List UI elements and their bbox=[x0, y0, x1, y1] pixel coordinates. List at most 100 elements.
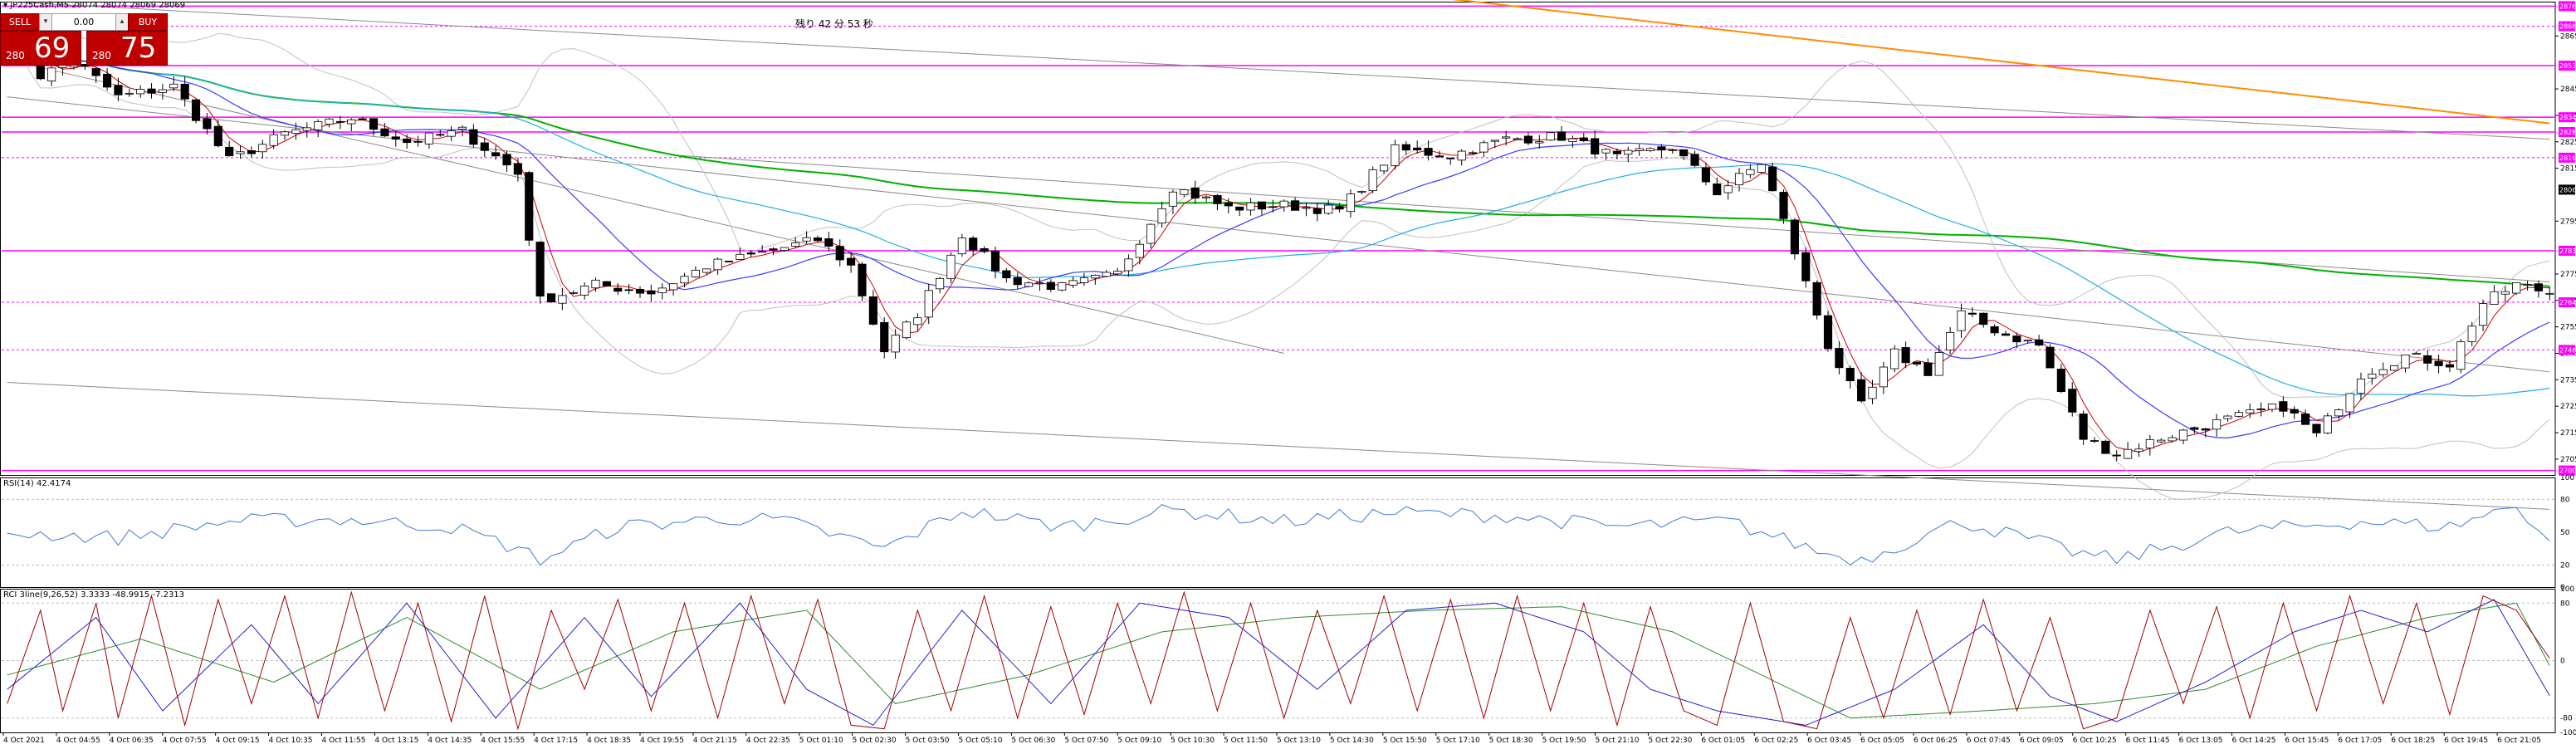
candle-body bbox=[1890, 348, 1899, 370]
price-label-text: 28343 bbox=[2559, 114, 2576, 121]
candle-body bbox=[280, 131, 290, 136]
candle-body bbox=[2323, 415, 2332, 433]
collapse-arrow-icon[interactable]: ▾ bbox=[3, 1, 8, 10]
candle-body bbox=[2178, 429, 2188, 441]
price-label-text: 28190 bbox=[2559, 154, 2576, 162]
candle-body bbox=[1990, 326, 1999, 334]
candle-body bbox=[1701, 167, 1710, 183]
time-tick-label: 6 Oct 01:05 bbox=[1701, 737, 1745, 745]
candle-body bbox=[891, 335, 900, 353]
candle-body bbox=[1224, 202, 1233, 207]
candle-body bbox=[2534, 283, 2544, 291]
candle-body bbox=[1845, 367, 1855, 382]
candle-body bbox=[769, 248, 778, 251]
price-tick-label: 27750 bbox=[2560, 271, 2576, 279]
candle-body bbox=[2145, 438, 2154, 449]
candle-body bbox=[1502, 136, 1511, 139]
time-tick-label: 6 Oct 14:25 bbox=[2232, 737, 2276, 745]
buy-button[interactable]: BUY bbox=[128, 13, 168, 31]
candle-body bbox=[258, 144, 267, 153]
candle-body bbox=[1013, 277, 1022, 286]
time-tick-label: 5 Oct 18:30 bbox=[1489, 737, 1533, 745]
increase-volume-icon[interactable]: ▴ bbox=[115, 13, 129, 31]
price-tick-label: 27350 bbox=[2560, 376, 2576, 384]
candle-body bbox=[1279, 200, 1288, 208]
price-tick-label: 27550 bbox=[2560, 324, 2576, 332]
candle-body bbox=[2090, 440, 2099, 442]
candle-body bbox=[1102, 272, 1111, 277]
buy-price[interactable]: 280 75 bbox=[86, 31, 168, 66]
time-tick-label: 4 Oct 19:55 bbox=[640, 737, 684, 745]
buy-price-pips: 75 bbox=[120, 32, 157, 65]
candle-body bbox=[680, 276, 689, 284]
rci-panel[interactable]: 100 80 0 -80 -100 bbox=[2, 585, 2576, 737]
rsi-tick-label: 100 bbox=[2560, 474, 2574, 482]
candle-body bbox=[1257, 201, 1267, 210]
candle-body bbox=[2368, 374, 2377, 379]
candle-body bbox=[1201, 196, 1211, 198]
one-click-trading-panel[interactable]: SELL ▾ 0.00 ▴ BUY 280 69 280 75 bbox=[0, 13, 168, 66]
candle-body bbox=[2423, 355, 2432, 364]
time-tick-label: 5 Oct 21:10 bbox=[1596, 737, 1640, 745]
candle-body bbox=[2500, 291, 2510, 295]
rsi-panel[interactable]: 100 80 50 20 0 bbox=[2, 474, 2574, 592]
sell-button[interactable]: SELL bbox=[0, 13, 40, 31]
price-panel[interactable]: 2865028450283502825028150279502775027650… bbox=[2, 0, 2576, 510]
candle-body bbox=[36, 66, 45, 80]
candle-body bbox=[2023, 340, 2032, 342]
time-tick-label: 6 Oct 21:05 bbox=[2497, 737, 2541, 745]
volume-input[interactable]: 0.00 bbox=[51, 13, 116, 31]
candle-body bbox=[358, 118, 367, 120]
candle-body bbox=[1235, 206, 1244, 211]
candle-body bbox=[1679, 149, 1689, 157]
candle-body bbox=[669, 283, 678, 291]
candle-body bbox=[314, 121, 323, 130]
decrease-volume-icon[interactable]: ▾ bbox=[39, 13, 52, 31]
candle-body bbox=[2212, 419, 2222, 430]
price-label-text: 27838 bbox=[2559, 247, 2576, 255]
time-tick-label: 5 Oct 06:30 bbox=[1011, 737, 1055, 745]
trend-line bbox=[7, 1, 2550, 140]
price-label-text: 28069 bbox=[2559, 186, 2576, 193]
candle-body bbox=[1635, 148, 1644, 151]
ma-blue-line bbox=[7, 41, 2550, 439]
candle-body bbox=[447, 130, 456, 137]
candle-body bbox=[1180, 189, 1189, 195]
candle-body bbox=[1413, 147, 1422, 150]
rci-long-line bbox=[7, 602, 2550, 719]
candle-body bbox=[203, 118, 212, 130]
rci-tick-label: 80 bbox=[2560, 600, 2570, 608]
candle-body bbox=[335, 120, 345, 123]
ma-red-line bbox=[7, 41, 2550, 453]
candle-body bbox=[1401, 144, 1410, 151]
time-tick-label: 4 Oct 18:35 bbox=[587, 737, 631, 745]
time-tick-label: 4 Oct 11:55 bbox=[322, 737, 366, 745]
sell-price[interactable]: 280 69 bbox=[0, 31, 81, 66]
candle-body bbox=[491, 152, 501, 157]
bollinger-lower-line bbox=[7, 41, 2550, 500]
price-label-box bbox=[2559, 345, 2575, 355]
sell-price-prefix: 280 bbox=[6, 50, 25, 61]
candle-body bbox=[824, 238, 833, 247]
candle-body bbox=[2401, 354, 2410, 369]
candle-body bbox=[47, 67, 56, 81]
candle-body bbox=[1568, 138, 1577, 142]
time-tick-label: 4 Oct 13:15 bbox=[374, 737, 418, 745]
candle-body bbox=[569, 291, 578, 294]
candle-body bbox=[1190, 187, 1200, 198]
candle-body bbox=[802, 237, 811, 242]
candle-body bbox=[2312, 423, 2321, 433]
candle-body bbox=[2467, 326, 2476, 342]
time-tick-label: 4 Oct 2021 bbox=[3, 737, 45, 745]
rci-frame bbox=[0, 589, 2556, 733]
time-tick-label: 5 Oct 19:50 bbox=[1542, 737, 1586, 745]
time-tick-label: 4 Oct 07:55 bbox=[163, 737, 207, 745]
price-label-box bbox=[2559, 297, 2575, 308]
candle-body bbox=[1668, 149, 1677, 151]
candle-body bbox=[480, 142, 489, 151]
price-tick-label: 27150 bbox=[2560, 429, 2576, 438]
time-tick-label: 4 Oct 15:55 bbox=[481, 737, 525, 745]
candle-body bbox=[1768, 166, 1777, 192]
